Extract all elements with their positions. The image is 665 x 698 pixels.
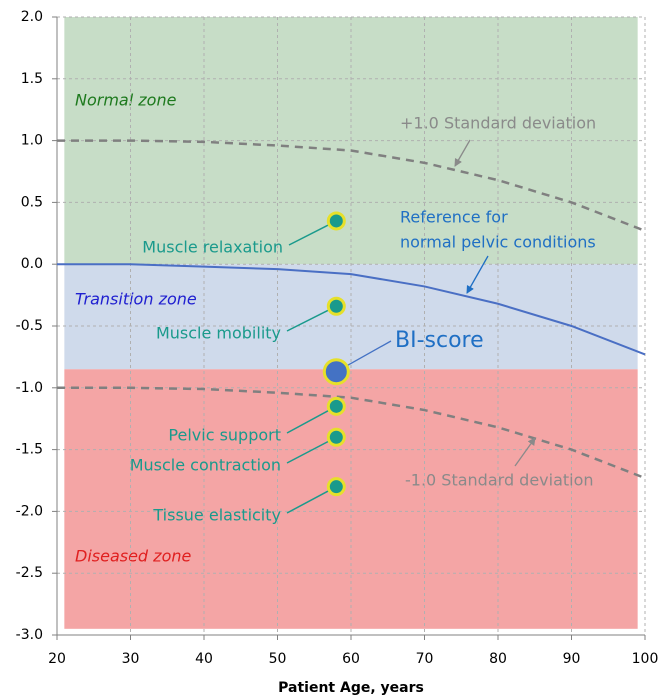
point-label: Tissue elasticity (152, 506, 281, 525)
y-tick-label: -2.5 (16, 565, 43, 581)
zone-label: Diseased zone (75, 547, 192, 566)
curve (57, 386, 646, 480)
y-tick-label: 0.5 (21, 194, 43, 210)
point (326, 211, 346, 231)
curve-label: Reference for (400, 208, 508, 227)
point-label: Muscle contraction (130, 456, 281, 475)
y-tick-label: -2.0 (16, 503, 43, 519)
point-label: Pelvic support (168, 426, 281, 445)
point-label: BI-score (395, 328, 484, 353)
point (326, 296, 346, 316)
y-tick-label: -1.5 (16, 442, 43, 458)
y-tick-label: -0.5 (16, 318, 43, 334)
arrow (514, 437, 536, 467)
y-tick-label: 2.0 (21, 9, 43, 25)
zone-label: Normal zone (75, 91, 177, 110)
curve-label: -1.0 Standard deviation (405, 471, 594, 490)
curve-label: +1.0 Standard deviation (400, 114, 596, 133)
curve-label: normal pelvic conditions (400, 233, 596, 252)
x-tick-label: 80 (489, 651, 507, 667)
point (326, 427, 346, 447)
x-tick-label: 40 (195, 651, 213, 667)
x-tick-label: 50 (269, 651, 287, 667)
arrow (466, 255, 489, 294)
curve (57, 263, 646, 356)
point (326, 477, 346, 497)
curve (57, 139, 646, 232)
point (326, 396, 346, 416)
x-tick-label: 70 (416, 651, 434, 667)
x-tick-label: 100 (632, 651, 659, 667)
y-tick-label: 1.5 (21, 71, 43, 87)
y-tick-label: -3.0 (16, 627, 43, 643)
y-tick-label: 0.0 (21, 256, 43, 272)
y-tick-label: 1.0 (21, 133, 43, 149)
x-tick-label: 30 (122, 651, 140, 667)
x-tick-label: 90 (563, 651, 581, 667)
point-label: Muscle relaxation (142, 238, 283, 257)
zone-label: Transition zone (75, 290, 197, 309)
point-label: Muscle mobility (156, 324, 281, 343)
x-tick-label: 20 (48, 651, 66, 667)
y-tick-label: -1.0 (16, 380, 43, 396)
point (322, 358, 350, 386)
arrow (454, 139, 471, 167)
x-tick-label: 60 (342, 651, 360, 667)
x-axis-label: Patient Age, years (278, 680, 424, 696)
